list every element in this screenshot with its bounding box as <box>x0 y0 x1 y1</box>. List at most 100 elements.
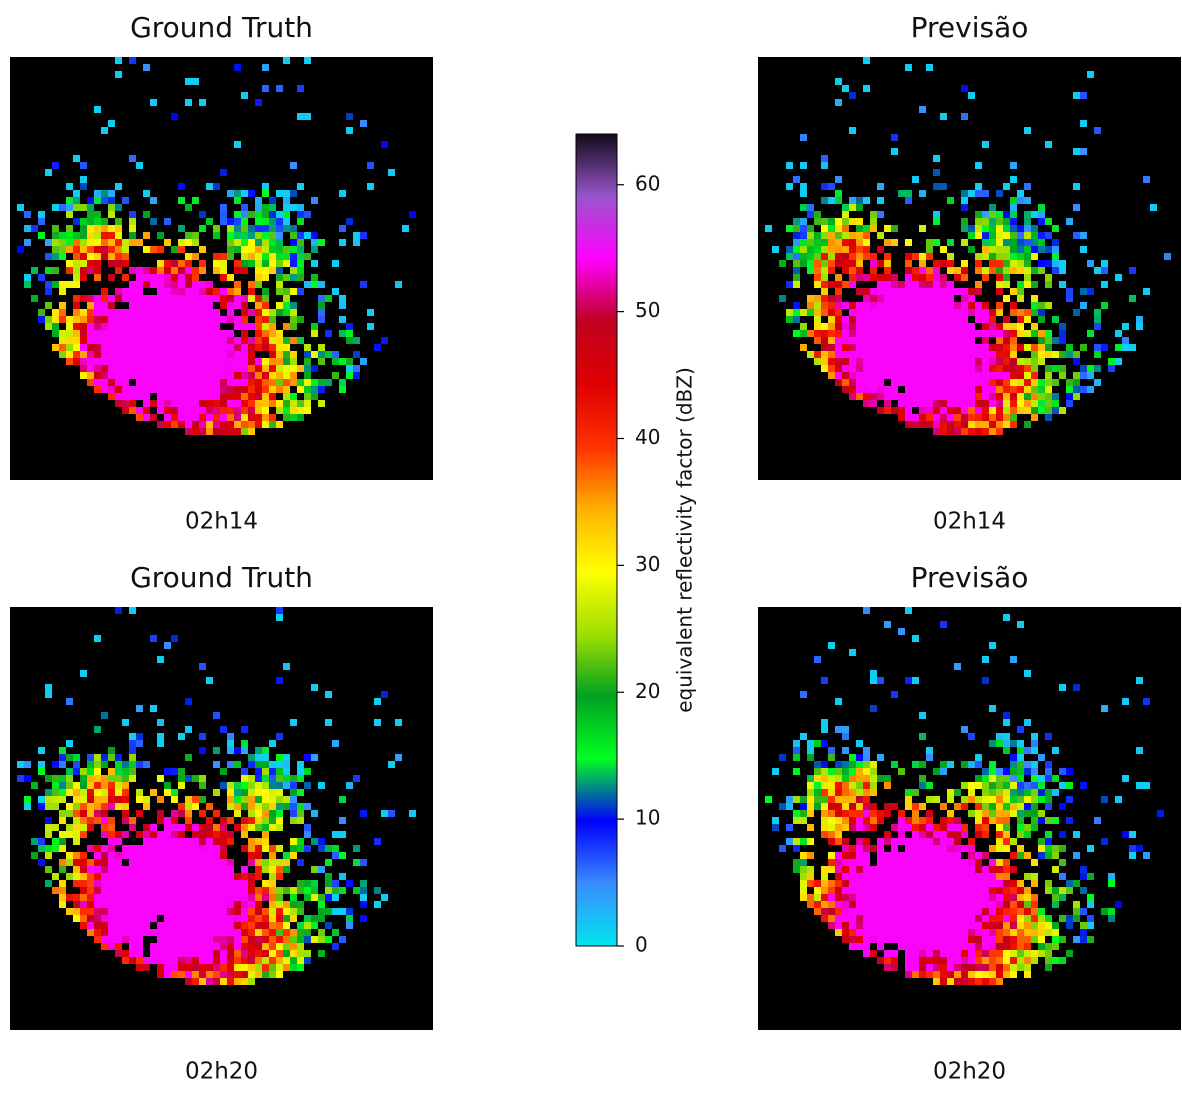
radar-pixel <box>1003 950 1010 957</box>
radar-pixel <box>835 99 842 106</box>
radar-pixel <box>108 915 115 922</box>
radar-pixel <box>926 344 933 351</box>
radar-pixel <box>807 754 814 761</box>
radar-pixel <box>947 351 954 358</box>
radar-pixel <box>255 866 262 873</box>
radar-pixel <box>1031 733 1038 740</box>
radar-pixel <box>821 782 828 789</box>
radar-pixel <box>227 351 234 358</box>
radar-pixel <box>185 99 192 106</box>
radar-pixel <box>898 824 905 831</box>
radar-pixel <box>157 971 164 978</box>
radar-pixel <box>982 775 989 782</box>
radar-pixel <box>311 922 318 929</box>
radar-pixel <box>807 789 814 796</box>
radar-pixel <box>905 393 912 400</box>
radar-pixel <box>262 761 269 768</box>
radar-pixel <box>1017 957 1024 964</box>
radar-pixel <box>297 204 304 211</box>
radar-pixel <box>178 936 185 943</box>
radar-pixel <box>1024 761 1031 768</box>
radar-pixel <box>87 197 94 204</box>
radar-pixel <box>122 351 129 358</box>
radar-pixel <box>821 309 828 316</box>
radar-pixel <box>919 922 926 929</box>
radar-pixel <box>1045 351 1052 358</box>
radar-pixel <box>1010 656 1017 663</box>
radar-pixel <box>856 901 863 908</box>
radar-pixel <box>940 852 947 859</box>
radar-pixel <box>360 810 367 817</box>
radar-pixel <box>262 971 269 978</box>
radar-pixel <box>1094 344 1101 351</box>
radar-pixel <box>255 810 262 817</box>
radar-pixel <box>143 922 150 929</box>
radar-pixel <box>975 908 982 915</box>
radar-pixel <box>80 789 87 796</box>
radar-pixel <box>849 204 856 211</box>
radar-pixel <box>262 274 269 281</box>
radar-pixel <box>919 288 926 295</box>
radar-pixel <box>255 908 262 915</box>
radar-pixel <box>800 887 807 894</box>
radar-pixel <box>849 274 856 281</box>
radar-pixel <box>1045 733 1052 740</box>
radar-pixel <box>241 880 248 887</box>
radar-pixel <box>66 358 73 365</box>
radar-pixel <box>968 957 975 964</box>
radar-pixel <box>213 344 220 351</box>
radar-pixel <box>241 323 248 330</box>
radar-pixel <box>807 852 814 859</box>
radar-pixel <box>360 901 367 908</box>
radar-pixel <box>171 386 178 393</box>
radar-pixel <box>241 894 248 901</box>
radar-pixel <box>269 880 276 887</box>
radar-pixel <box>290 323 297 330</box>
radar-pixel <box>283 859 290 866</box>
radar-pixel <box>66 246 73 253</box>
radar-pixel <box>1024 246 1031 253</box>
radar-pixel <box>835 358 842 365</box>
radar-pixel <box>1052 929 1059 936</box>
radar-pixel <box>52 239 59 246</box>
radar-pixel <box>66 782 73 789</box>
radar-pixel <box>108 323 115 330</box>
radar-pixel <box>1003 796 1010 803</box>
radar-pixel <box>213 267 220 274</box>
radar-pixel <box>87 239 94 246</box>
radar-pixel <box>849 789 856 796</box>
radar-pixel <box>122 400 129 407</box>
radar-pixel <box>1045 344 1052 351</box>
radar-pixel <box>968 428 975 435</box>
radar-pixel <box>905 845 912 852</box>
radar-pixel <box>828 225 835 232</box>
radar-pixel <box>192 887 199 894</box>
radar-pixel <box>842 733 849 740</box>
radar-pixel <box>940 407 947 414</box>
radar-pixel <box>919 330 926 337</box>
radar-pixel <box>248 824 255 831</box>
radar-pixel <box>968 421 975 428</box>
radar-pixel <box>807 351 814 358</box>
radar-pixel <box>136 288 143 295</box>
radar-pixel <box>325 379 332 386</box>
radar-pixel <box>1024 218 1031 225</box>
radar-pixel <box>1031 330 1038 337</box>
radar-pixel <box>136 831 143 838</box>
radar-pixel <box>129 344 136 351</box>
radar-pixel <box>870 810 877 817</box>
radar-pixel <box>199 929 206 936</box>
radar-pixel <box>849 754 856 761</box>
radar-pixel <box>283 211 290 218</box>
radar-pixel <box>213 957 220 964</box>
radar-pixel <box>129 859 136 866</box>
radar-pixel <box>1031 768 1038 775</box>
axis-label: equivalent reflectivity factor (dBZ) <box>673 367 697 713</box>
radar-pixel <box>954 817 961 824</box>
radar-pixel <box>1010 908 1017 915</box>
radar-pixel <box>842 337 849 344</box>
radar-pixel <box>786 316 793 323</box>
panel-title: Ground Truth <box>130 11 313 44</box>
radar-pixel <box>891 393 898 400</box>
radar-pixel <box>129 775 136 782</box>
